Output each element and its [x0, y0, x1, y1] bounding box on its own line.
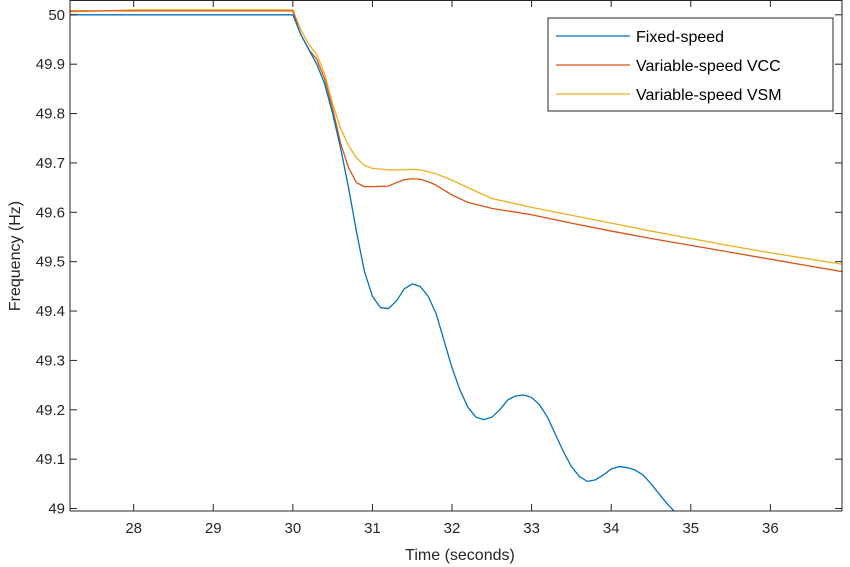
x-tick-label: 32	[444, 520, 461, 537]
series-layer	[70, 9, 842, 511]
y-axis-label: Frequency (Hz)	[7, 201, 24, 311]
x-tick-label: 36	[762, 520, 779, 537]
y-tick-label: 49.6	[36, 204, 65, 221]
y-tick-label: 49	[48, 501, 65, 518]
y-tick-label: 49.5	[36, 254, 65, 271]
x-tick-label: 33	[523, 520, 540, 537]
y-tick-label: 49.7	[36, 155, 65, 172]
axes-layer	[69, 0, 843, 512]
series-line-variable-speed-vsm	[70, 9, 842, 265]
series-line-fixed-speed	[70, 14, 675, 511]
y-tick-label: 49.1	[36, 451, 65, 468]
legend-label-variable-speed-vcc: Variable-speed VCC	[636, 58, 781, 75]
y-tick-label: 49.2	[36, 402, 65, 419]
y-tick-label: 49.9	[36, 56, 65, 73]
x-tick-label: 34	[603, 520, 620, 537]
legend: Fixed-speed Variable-speed VCC Variable-sp…	[547, 17, 834, 112]
legend-label-variable-speed-vsm: Variable-speed VSM	[636, 87, 782, 104]
x-tick-label: 35	[682, 520, 699, 537]
x-ticks: 28 29 30 31 32 33 34 35 36	[125, 0, 779, 537]
y-tick-label: 49.8	[36, 106, 65, 123]
x-tick-label: 28	[125, 520, 142, 537]
series-line-variable-speed-vcc	[70, 10, 842, 273]
legend-label-fixed-speed: Fixed-speed	[636, 29, 724, 46]
x-axis-label: Time (seconds)	[405, 547, 515, 564]
y-tick-label: 49.3	[36, 352, 65, 369]
x-tick-label: 30	[285, 520, 302, 537]
x-tick-label: 29	[205, 520, 222, 537]
y-tick-label: 50	[48, 7, 65, 24]
x-tick-label: 31	[364, 520, 381, 537]
y-tick-label: 49.4	[36, 303, 65, 320]
y-ticks: 49 49.1 49.2 49.3 49.4 49.5 49.6 49.7 49.8 49.9 50	[36, 7, 842, 518]
